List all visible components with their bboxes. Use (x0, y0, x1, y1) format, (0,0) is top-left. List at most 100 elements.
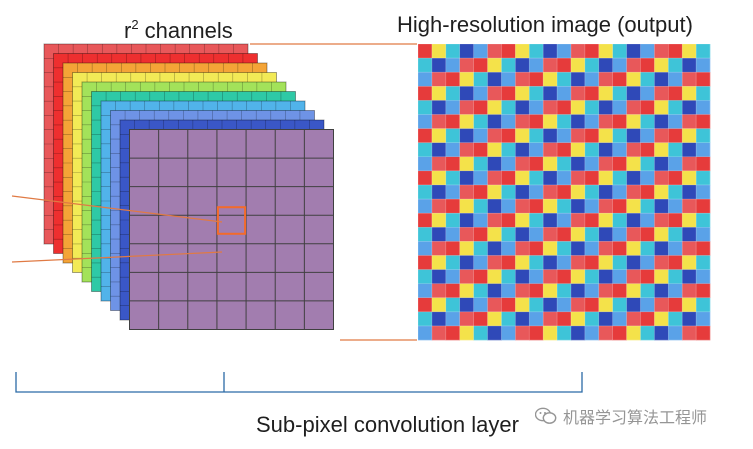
output-pixel (487, 128, 502, 143)
output-pixel (418, 184, 433, 200)
output-pixel (570, 255, 586, 270)
output-pixel (654, 44, 669, 59)
output-pixel (543, 142, 558, 158)
output-pixel (626, 283, 641, 299)
output-pixel (668, 170, 683, 186)
output-pixel (654, 227, 669, 242)
output-pixel (529, 269, 544, 284)
output-pixel (598, 269, 613, 284)
output-pixel (584, 170, 600, 186)
output-pixel (654, 114, 669, 129)
output-pixel (557, 142, 572, 158)
output-pixel (598, 213, 613, 228)
output-pixel (626, 114, 641, 129)
output-pixel (543, 241, 558, 256)
output-pixel (543, 86, 558, 101)
output-pixel (473, 72, 488, 87)
output-pixel (626, 325, 641, 341)
output-pixel (654, 128, 669, 143)
output-pixel (529, 170, 544, 186)
output-pixel (459, 227, 474, 242)
output-pixel (584, 44, 600, 59)
output-pixel (418, 297, 433, 313)
output-pixel (543, 114, 558, 129)
output-pixel (626, 311, 641, 327)
output-pixel (584, 72, 600, 87)
output-pixel (543, 255, 558, 270)
output-pixel (473, 297, 488, 313)
output-pixel (640, 170, 655, 186)
output-pixel (515, 170, 530, 186)
output-pixel (487, 142, 502, 158)
output-pixel (696, 128, 711, 143)
output-pixel (668, 283, 683, 299)
output-pixel (445, 199, 461, 214)
output-pixel (473, 58, 488, 73)
output-pixel (654, 156, 669, 172)
output-pixel (640, 44, 655, 59)
output-pixel (640, 199, 655, 214)
channel-layer-10 (129, 129, 334, 330)
output-pixel (584, 199, 600, 214)
output-pixel (557, 241, 572, 256)
output-pixel (626, 297, 641, 313)
output-pixel (529, 199, 544, 214)
output-pixel (473, 170, 488, 186)
output-pixel (529, 283, 544, 299)
output-pixel (501, 170, 516, 186)
output-pixel (473, 86, 488, 101)
output-pixel (529, 325, 544, 341)
output-pixel (543, 213, 558, 228)
output-pixel (418, 72, 433, 87)
output-pixel (640, 100, 655, 115)
output-pixel (612, 255, 627, 270)
output-pixel (459, 170, 474, 186)
output-pixel (598, 283, 613, 299)
output-pixel (682, 72, 697, 87)
output-pixel (598, 142, 613, 158)
output-pixel (418, 227, 433, 242)
output-pixel (668, 241, 683, 256)
output-pixel (445, 170, 461, 186)
output-pixel (515, 255, 530, 270)
output-pixel (626, 199, 641, 214)
output-pixel (640, 128, 655, 143)
wechat-icon (535, 407, 557, 424)
output-pixel (459, 184, 474, 200)
output-pixel (431, 227, 447, 242)
output-pixel (543, 297, 558, 313)
output-pixel (418, 241, 433, 256)
output-pixel (473, 128, 488, 143)
output-pixel (515, 227, 530, 242)
output-pixel (418, 86, 433, 101)
output-pixel (515, 199, 530, 214)
highlight-cell (216, 206, 247, 235)
output-pixel (584, 227, 600, 242)
output-pixel (501, 297, 516, 313)
output-pixel (445, 100, 461, 115)
output-pixel (612, 58, 627, 73)
output-pixel (584, 128, 600, 143)
output-pixel (640, 297, 655, 313)
output-pixel (654, 72, 669, 87)
output-pixel (515, 58, 530, 73)
output-pixel (543, 156, 558, 172)
output-pixel (459, 241, 474, 256)
output-pixel (626, 58, 641, 73)
output-pixel (696, 184, 711, 200)
output-pixel (543, 128, 558, 143)
output-pixel (557, 184, 572, 200)
output-pixel (487, 297, 502, 313)
output-pixel (529, 227, 544, 242)
output-pixel (557, 58, 572, 73)
output-pixel (418, 170, 433, 186)
output-pixel (515, 86, 530, 101)
bracket-line (15, 372, 583, 393)
output-pixel (626, 100, 641, 115)
output-pixel (459, 255, 474, 270)
output-pixel (529, 114, 544, 129)
output-pixel (612, 325, 627, 341)
output-pixel (570, 72, 586, 87)
output-pixel (557, 156, 572, 172)
output-pixel (501, 255, 516, 270)
